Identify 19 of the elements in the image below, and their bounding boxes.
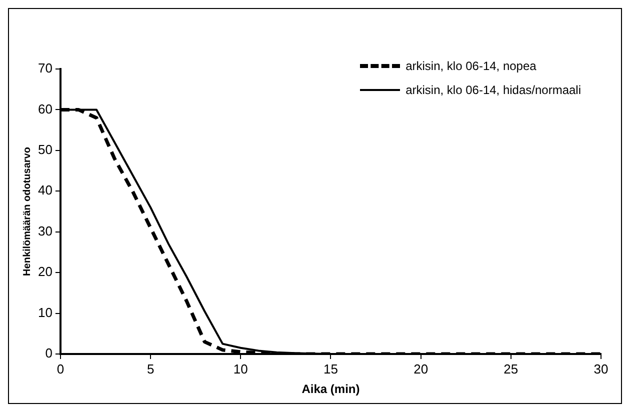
y-tick-label: 10 xyxy=(38,304,52,320)
x-tick-label: 25 xyxy=(504,361,518,376)
y-tick-label: 40 xyxy=(38,182,52,198)
y-tick-label: 70 xyxy=(38,60,52,76)
x-axis-title: Aika (min) xyxy=(302,382,360,396)
y-tick-label: 0 xyxy=(45,346,52,361)
legend-label: arkisin, klo 06-14, nopea xyxy=(406,59,536,73)
x-tick-label: 30 xyxy=(594,361,608,376)
y-tick-label: 20 xyxy=(38,264,52,280)
y-axis-title: Henkilömäärän odotusarvo xyxy=(22,147,33,276)
x-tick-label: 20 xyxy=(414,361,428,376)
x-tick-label: 15 xyxy=(323,361,338,376)
legend-label: arkisin, klo 06-14, hidas/normaali xyxy=(406,83,581,97)
y-tick-label: 60 xyxy=(38,101,52,116)
y-tick-label: 30 xyxy=(38,223,52,238)
x-tick-label: 5 xyxy=(146,361,154,376)
x-tick-label: 10 xyxy=(233,361,248,376)
y-tick-label: 50 xyxy=(38,142,52,158)
x-tick-label: 0 xyxy=(56,361,64,376)
